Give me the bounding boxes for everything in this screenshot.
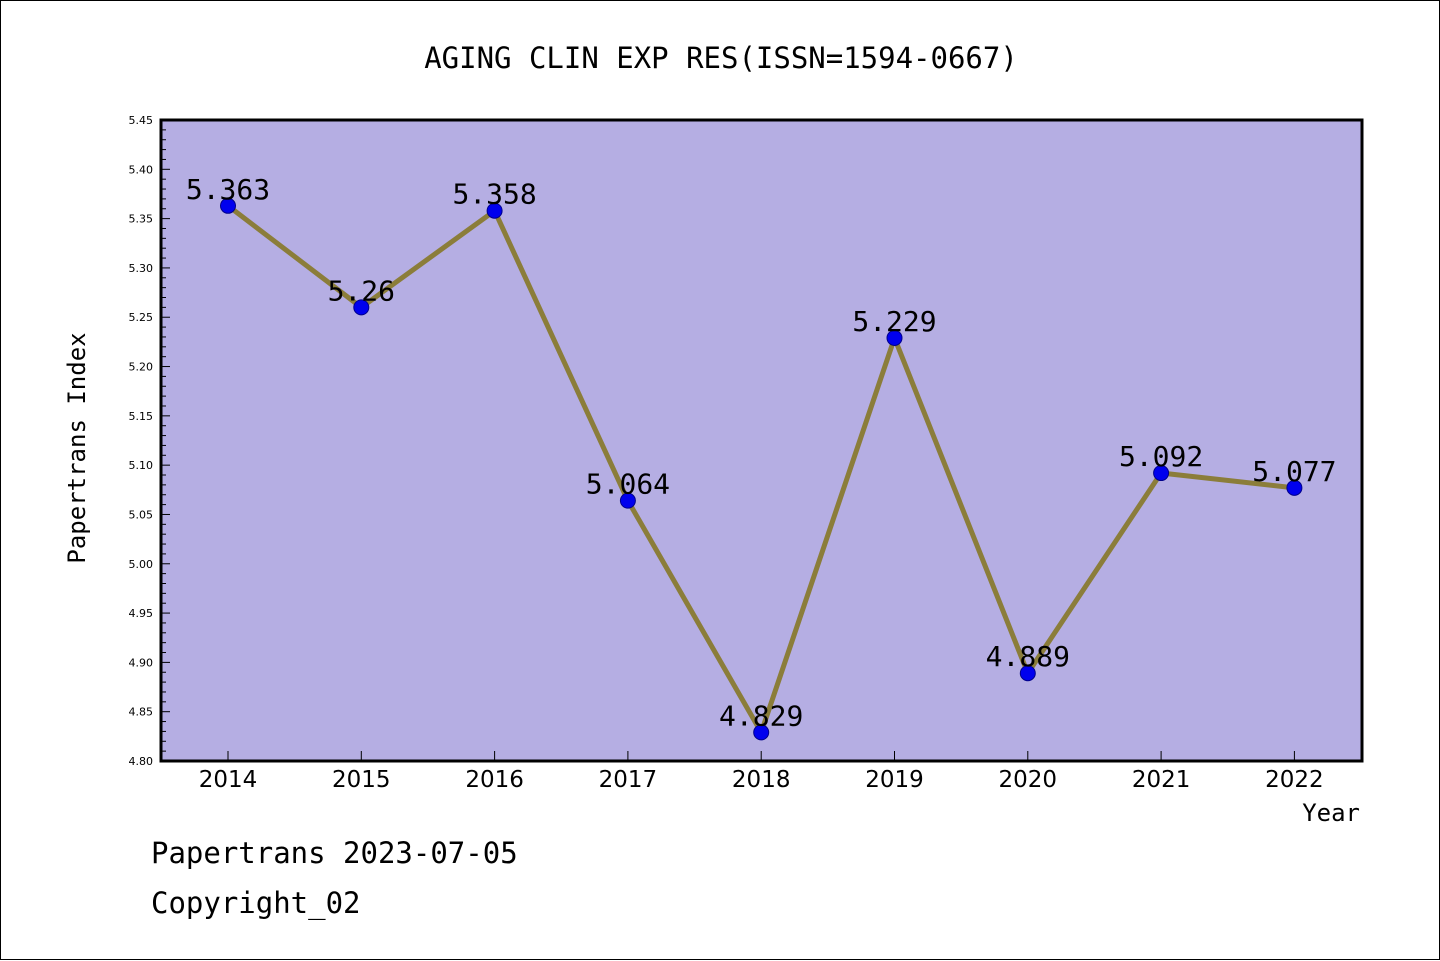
- data-label: 4.829: [719, 699, 803, 732]
- y-tick-label: 4.85: [129, 706, 154, 719]
- x-tick-label: 2014: [199, 767, 258, 793]
- data-point: [753, 724, 770, 741]
- data-points: [220, 197, 1303, 741]
- plot-area: [161, 120, 1362, 761]
- y-axis-label: Papertrans Index: [63, 332, 91, 563]
- data-label: 4.889: [986, 640, 1070, 673]
- data-point: [1286, 479, 1303, 496]
- data-label: 5.092: [1119, 440, 1203, 473]
- data-label: 5.077: [1252, 455, 1336, 488]
- y-tick-label: 5.05: [129, 508, 154, 521]
- x-tick-label: 2021: [1132, 767, 1191, 793]
- data-labels: 5.363 5.26 5.358 5.064 4.829 5.229 4.889 5.092 5…: [186, 173, 1337, 733]
- y-tick-label: 5.40: [129, 163, 154, 176]
- x-tick-label: 2015: [332, 767, 391, 793]
- y-tick-label: 4.90: [129, 656, 154, 669]
- data-label: 5.363: [186, 173, 270, 206]
- y-tick-label: 5.20: [129, 361, 154, 374]
- data-point: [886, 329, 903, 346]
- x-tick-label: 2022: [1265, 767, 1324, 793]
- x-tick-label: 2018: [732, 767, 791, 793]
- data-point: [353, 299, 370, 316]
- y-tick-label: 5.30: [129, 262, 154, 275]
- x-tick-label: 2017: [599, 767, 658, 793]
- y-tick-label: 4.80: [129, 755, 154, 768]
- data-label: 5.358: [452, 178, 536, 211]
- x-axis-label: Year: [1302, 799, 1360, 827]
- y-tick-label: 5.45: [129, 114, 154, 127]
- y-tick-label: 5.25: [129, 311, 154, 324]
- footer-date: Papertrans 2023-07-05: [151, 836, 518, 870]
- data-point: [220, 197, 236, 214]
- x-tick-label: 2020: [999, 767, 1058, 793]
- chart-title: AGING CLIN EXP RES(ISSN=1594-0667): [424, 41, 1018, 75]
- x-tick-label: 2016: [465, 767, 524, 793]
- data-point: [1153, 465, 1170, 482]
- y-tick-label: 5.10: [129, 459, 154, 472]
- data-label: 5.229: [852, 305, 936, 338]
- footer-copyright: Copyright_02: [151, 886, 361, 920]
- data-point: [486, 202, 503, 219]
- y-tick-label: 5.35: [129, 213, 154, 226]
- data-label: 5.26: [328, 274, 395, 307]
- y-tick-label: 4.95: [129, 607, 154, 620]
- data-point: [1019, 665, 1036, 682]
- y-tick-label: 5.00: [129, 558, 154, 571]
- y-tick-label: 5.15: [129, 410, 154, 423]
- data-label: 5.064: [586, 468, 670, 501]
- x-tick-label: 2019: [865, 767, 924, 793]
- y-axis: 4.80 4.85 4.90 4.95 5.00 5.05 5.10 5.15 5.20 5.25…: [129, 114, 170, 768]
- x-axis: 2014 2015 2016 2017 2018 2019 2020 2021 2022: [199, 751, 1324, 793]
- plot-border: [159, 118, 1364, 763]
- data-point: [619, 492, 636, 509]
